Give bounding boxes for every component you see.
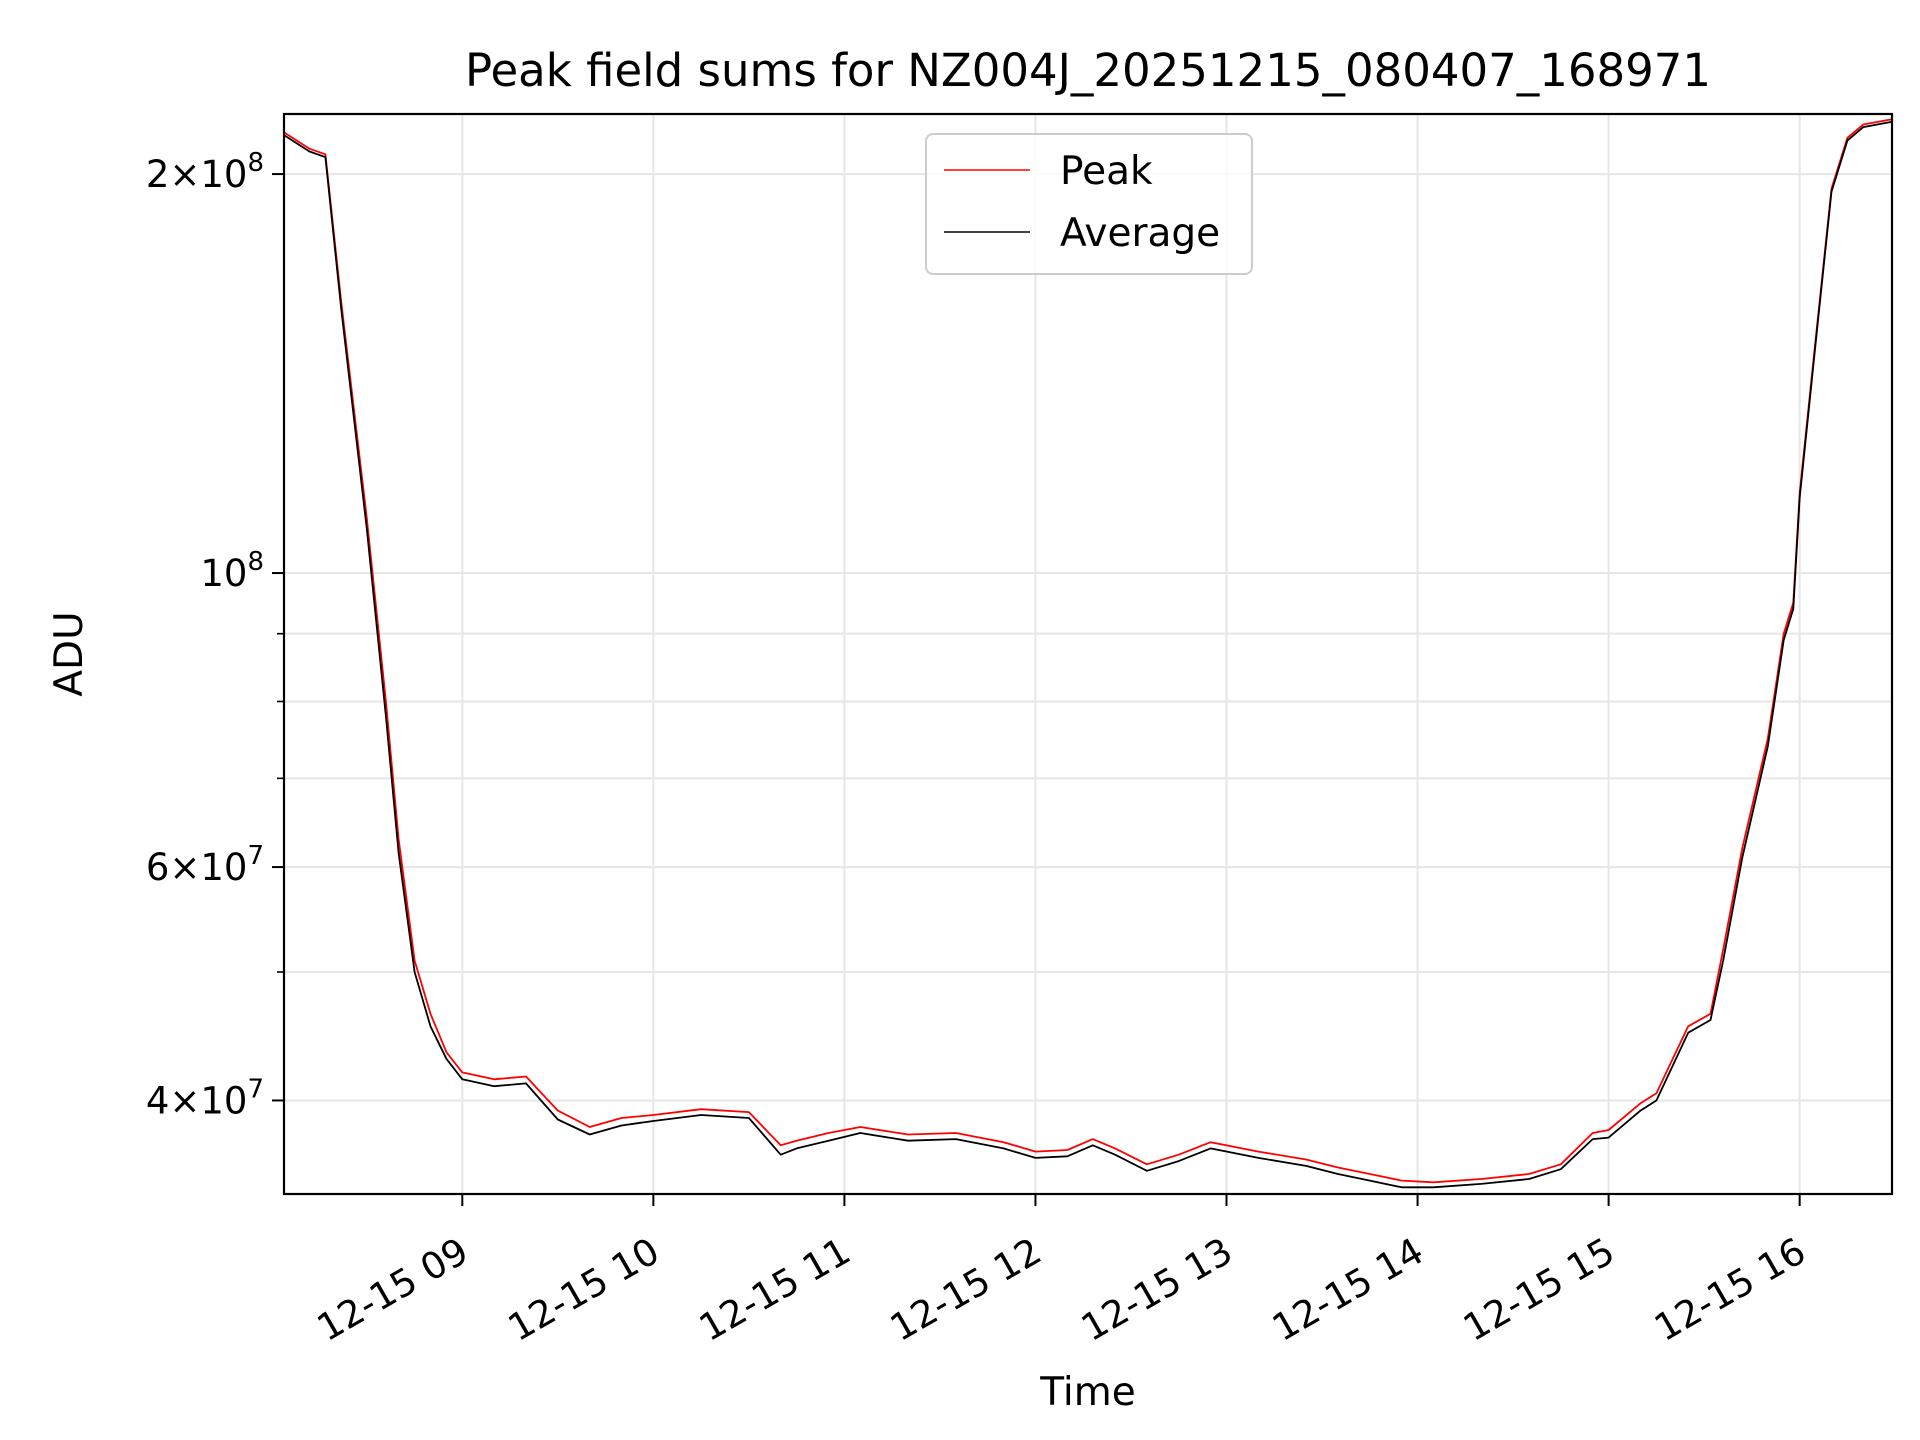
- chart-title: Peak field sums for NZ004J_20251215_0804…: [465, 44, 1711, 97]
- series-group: [283, 118, 1893, 1189]
- series-line-peak: [283, 118, 1893, 1184]
- y-axis-label: ADU: [47, 611, 92, 696]
- x-axis-label: Time: [1039, 1370, 1135, 1415]
- legend-label-average: Average: [1060, 211, 1220, 256]
- grid: [284, 114, 1892, 1194]
- series-line-average: [283, 120, 1893, 1189]
- y-tick-label: 4×107: [146, 1074, 264, 1122]
- legend-label-peak: Peak: [1060, 149, 1153, 194]
- y-tick-label: 108: [200, 547, 264, 595]
- y-tick-label: 6×107: [146, 841, 264, 889]
- y-tick-label: 2×108: [146, 148, 264, 196]
- legend-box: [925, 133, 1253, 275]
- plot-frame: [282, 112, 1894, 1196]
- legend: Peak Average: [925, 133, 1253, 275]
